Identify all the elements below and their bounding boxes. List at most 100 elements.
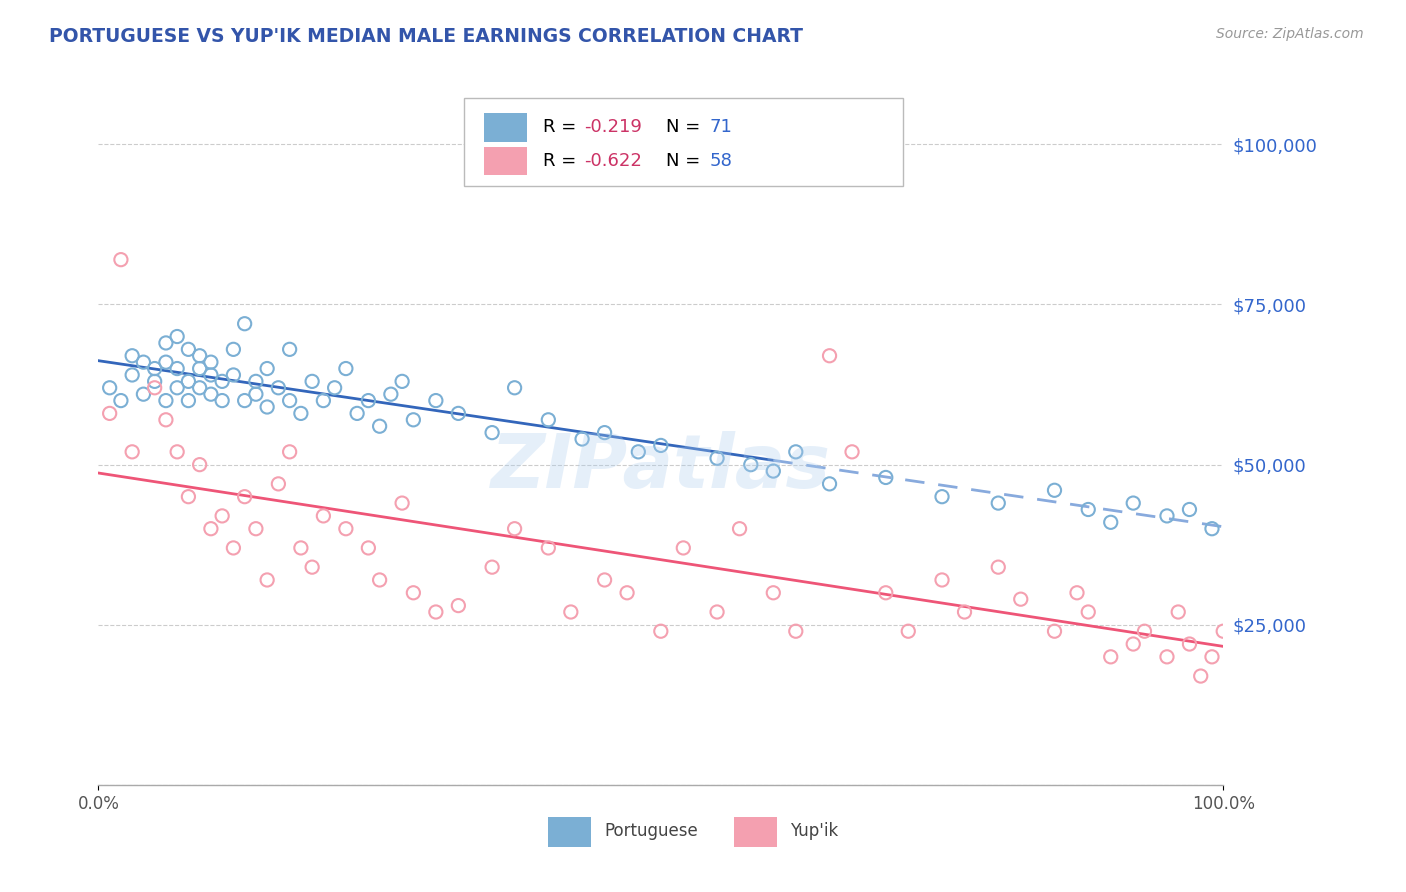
Point [1122,637,1144,651]
Text: R =: R = [543,152,582,169]
Point [503,381,526,395]
Bar [548,817,591,847]
Point [368,573,391,587]
Point [785,624,807,639]
Point [1189,669,1212,683]
Point [211,375,233,389]
Point [616,586,638,600]
Point [312,508,335,523]
Point [233,490,256,504]
Text: 71: 71 [709,118,733,136]
Point [323,381,346,395]
Point [818,349,841,363]
FancyBboxPatch shape [464,98,903,186]
Point [571,432,593,446]
Point [278,393,301,408]
Point [447,406,470,420]
Point [245,522,267,536]
Point [391,496,413,510]
Point [447,599,470,613]
Point [155,335,177,350]
Point [211,393,233,408]
Point [706,605,728,619]
Point [897,624,920,639]
Point [256,361,278,376]
Point [1043,624,1066,639]
Point [335,522,357,536]
Point [177,343,200,357]
Point [155,393,177,408]
Point [121,368,143,382]
Point [1156,649,1178,664]
Point [1133,624,1156,639]
Text: N =: N = [666,152,706,169]
Point [593,425,616,440]
Point [188,458,211,472]
Text: R =: R = [543,118,582,136]
Point [200,387,222,401]
Point [481,560,503,574]
Point [1212,624,1234,639]
Point [1156,508,1178,523]
Point [110,393,132,408]
Point [200,355,222,369]
Point [1010,592,1032,607]
Point [222,343,245,357]
Point [762,586,785,600]
Text: N =: N = [666,118,706,136]
Point [211,508,233,523]
Text: ZIPatlas: ZIPatlas [491,432,831,504]
Point [1099,516,1122,530]
Point [245,375,267,389]
Point [335,361,357,376]
Point [931,490,953,504]
Point [166,361,188,376]
Point [650,624,672,639]
Point [1178,637,1201,651]
Point [155,413,177,427]
Point [290,541,312,555]
Point [650,438,672,452]
Point [177,375,200,389]
Point [132,355,155,369]
Point [987,496,1010,510]
Bar [484,147,527,176]
Point [166,381,188,395]
Point [357,541,380,555]
Text: Yup'ik: Yup'ik [790,822,838,840]
Point [200,522,222,536]
Point [233,393,256,408]
Point [762,464,785,478]
Text: -0.622: -0.622 [585,152,643,169]
Point [728,522,751,536]
Point [402,413,425,427]
Point [1167,605,1189,619]
Point [222,541,245,555]
Point [121,349,143,363]
Point [200,368,222,382]
Text: -0.219: -0.219 [585,118,643,136]
Point [953,605,976,619]
Point [346,406,368,420]
Point [121,445,143,459]
Point [290,406,312,420]
Point [110,252,132,267]
Point [143,375,166,389]
Point [177,490,200,504]
Point [278,445,301,459]
Point [312,393,335,408]
Bar [734,817,776,847]
Point [391,375,413,389]
Point [593,573,616,587]
Point [143,381,166,395]
Point [380,387,402,401]
Point [132,387,155,401]
Point [875,470,897,484]
Point [188,349,211,363]
Point [357,393,380,408]
Point [278,343,301,357]
Point [425,393,447,408]
Text: Source: ZipAtlas.com: Source: ZipAtlas.com [1216,27,1364,41]
Point [672,541,695,555]
Point [368,419,391,434]
